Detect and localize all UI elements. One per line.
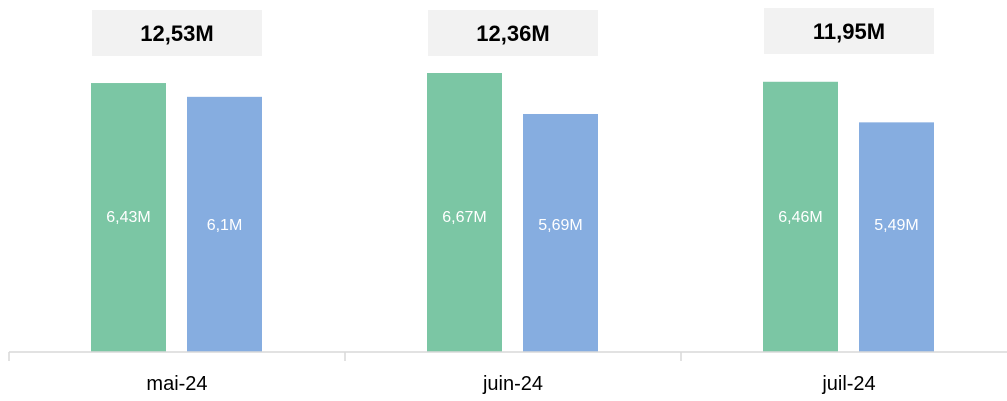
total-label: 12,53M (140, 21, 213, 46)
bar (427, 73, 502, 352)
x-tick-label: mai-24 (146, 373, 207, 395)
bar-data-label: 6,67M (442, 209, 486, 226)
bar-data-label: 5,69M (538, 217, 582, 234)
total-label-box (764, 8, 934, 54)
total-label: 12,36M (476, 21, 549, 46)
bar-data-label: 6,43M (106, 209, 150, 226)
category-labels: mai-24 juin-24 juil-24 (146, 373, 875, 395)
bar-data-label: 6,1M (207, 217, 243, 234)
bar-data-label: 5,49M (874, 217, 918, 234)
total-label-box (428, 10, 598, 56)
bar (91, 83, 166, 353)
bar (763, 81, 838, 352)
x-tick-label: juin-24 (482, 373, 543, 395)
total-label-box (92, 10, 262, 56)
total-label: 11,95M (813, 19, 885, 44)
bar (187, 96, 262, 352)
bar (523, 113, 598, 353)
x-tick-label: juil-24 (821, 373, 875, 395)
x-axis (8, 351, 1007, 361)
totals-group: 12,53M 12,36M 11,95M (92, 8, 934, 56)
bars-group: 6,43M 6,1M 6,67M 5,69M 6,46M 5,49M (91, 73, 934, 353)
bar-data-label: 6,46M (778, 209, 822, 226)
bar (859, 122, 934, 352)
